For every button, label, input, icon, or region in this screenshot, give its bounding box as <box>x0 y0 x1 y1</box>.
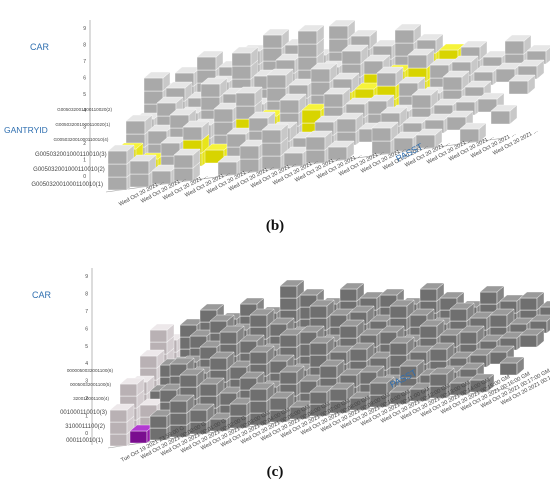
z-tick-label: 8 <box>83 42 86 48</box>
bar-cube <box>490 104 518 125</box>
bar-cube <box>297 24 325 45</box>
bar-cube <box>341 44 369 65</box>
z-tick-label: 1 <box>85 414 88 420</box>
y-tick-label: 3100011100(2) <box>65 424 105 430</box>
bar-cube <box>249 382 275 402</box>
bar-cube <box>249 345 275 365</box>
z-tick-label: 6 <box>83 75 86 81</box>
y-tick-label: G005032001000110020(2) <box>57 107 112 112</box>
chart-panel-b: 0 1 2 3 4 5 6 7 8 9 CAR G005032001000110010(1) G0050… <box>0 0 550 240</box>
z-tick-label: 4 <box>83 108 86 114</box>
bar-cube <box>339 319 365 339</box>
z-tick-label: 3 <box>83 125 86 131</box>
bar-cube <box>367 94 395 115</box>
z-tick-label: 4 <box>85 361 88 367</box>
bar-cube <box>319 359 345 379</box>
z-tick-label: 5 <box>85 344 88 350</box>
bar-cube <box>235 86 263 107</box>
z-tick-label: 3 <box>85 379 88 385</box>
bar-cube <box>389 299 415 319</box>
z-tick-label: 9 <box>85 274 88 280</box>
y-tick-label: G005032001000110010(3) <box>35 152 107 158</box>
bar-cube <box>149 323 175 343</box>
bar-cube <box>499 356 525 376</box>
y-tick-label: G005032001000110020(1) <box>55 122 110 127</box>
bar-cube <box>310 62 338 83</box>
bar-cube <box>266 68 294 89</box>
z-tick-label: 9 <box>83 26 86 32</box>
bar-cube <box>209 351 235 371</box>
y-tick-label: G005032001000110010(1) <box>31 182 103 188</box>
z-tick-label: 7 <box>85 309 88 315</box>
y-tick-label: G005032001000110010(4) <box>54 137 109 142</box>
z-tick-label: 8 <box>85 291 88 297</box>
bar-cube <box>196 50 224 71</box>
chart-panel-c: 0 1 2 3 4 5 6 7 8 9 CAR 000110010(1) 3100011100(2) 00… <box>0 250 550 491</box>
z-tick-label: 2 <box>83 141 86 147</box>
bar-cube <box>459 325 485 345</box>
bar-cube <box>249 308 275 328</box>
bar-cube <box>519 328 545 348</box>
y-tick-label: 320010001100(4) <box>73 396 109 401</box>
bar-cube <box>261 123 289 144</box>
bar-cube <box>419 282 445 302</box>
z-tick-label: 6 <box>85 326 88 332</box>
bar-cube <box>305 130 333 151</box>
y-tick-label: 000110010(1) <box>66 438 103 444</box>
z-tick-label: 0 <box>83 174 86 180</box>
bar-cube <box>309 299 335 319</box>
bar-cube <box>393 131 421 152</box>
bar-cube <box>415 128 443 149</box>
bar-cube <box>328 19 356 40</box>
bar-cube <box>469 373 495 393</box>
panel-caption-b: (b) <box>265 218 285 234</box>
bar-cube <box>411 88 439 109</box>
bar-cube <box>109 403 135 423</box>
bar-cube <box>442 70 470 91</box>
bar-cube <box>309 336 335 356</box>
bar-cube <box>399 359 425 379</box>
bar-cube <box>301 103 329 124</box>
bar3d-chart-b: 0 1 2 3 4 5 6 7 8 9 CAR G005032001000110010(1) G0050… <box>4 19 550 208</box>
bar-cube <box>327 140 355 161</box>
y-tick-label: 001000110010(3) <box>60 410 107 416</box>
bar-cube <box>231 46 259 67</box>
bar-cube <box>169 108 197 129</box>
bar-cube <box>262 28 290 49</box>
bar-cube <box>508 74 536 95</box>
bar-cube <box>459 122 487 143</box>
y-tick-label: 00050032001100(5) <box>70 382 112 387</box>
bar-cube <box>165 81 193 102</box>
bar-cube <box>389 336 415 356</box>
y-tick-label: 0000050032001100(6) <box>67 368 114 373</box>
y-tick-label: G005032001000110010(2) <box>33 167 105 173</box>
z-axis-title: CAR <box>32 290 52 300</box>
bar-cube <box>477 92 505 113</box>
z-tick-label: 1 <box>83 158 86 164</box>
bar-cube <box>394 23 422 44</box>
bar-cube <box>119 377 145 397</box>
z-tick-label: 5 <box>83 92 86 98</box>
bar-cube <box>173 148 201 169</box>
z-tick-label: 7 <box>83 59 86 65</box>
y-axis-title: GANTRYID <box>4 125 48 135</box>
bar-cube <box>219 325 245 345</box>
z-tick-label: 0 <box>85 431 88 437</box>
z-axis-title: CAR <box>30 42 50 52</box>
z-tick-label: 2 <box>85 396 88 402</box>
panel-caption-c: (c) <box>266 464 284 480</box>
bar-cube <box>182 120 210 141</box>
bar3d-chart-c: 0 1 2 3 4 5 6 7 8 9 CAR 000110010(1) 3100011100(2) 00… <box>32 268 550 464</box>
bar-cube <box>160 136 188 157</box>
